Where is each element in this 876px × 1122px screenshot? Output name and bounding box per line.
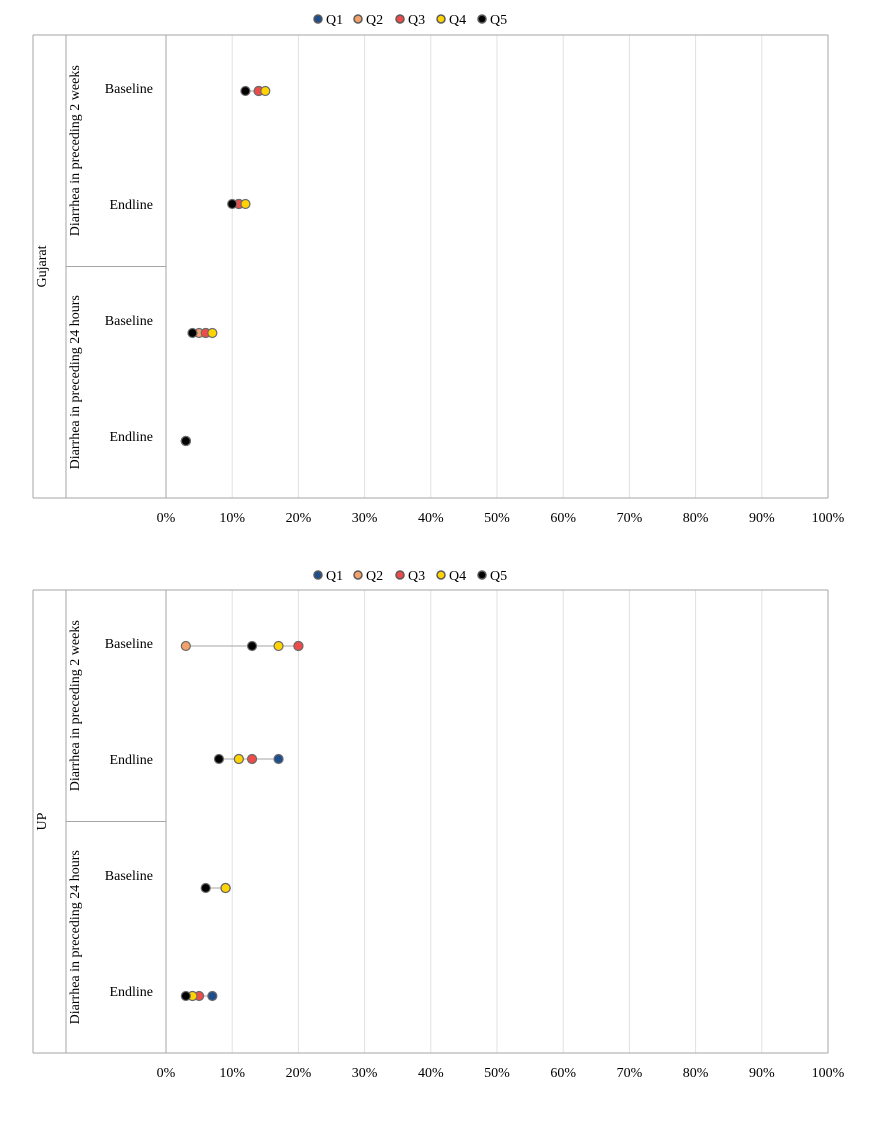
point-q4 (220, 882, 231, 894)
x-tick-label: 20% (286, 511, 312, 526)
point-q4 (240, 198, 251, 210)
x-tick-label: 70% (617, 1066, 643, 1081)
x-tick-label: 30% (352, 1066, 378, 1081)
region-label: Gujarat (35, 245, 50, 287)
x-tick-label: 40% (418, 511, 444, 526)
x-tick-label: 60% (550, 511, 576, 526)
point-q5 (200, 882, 211, 894)
point-q5 (180, 990, 191, 1002)
legend-label-q5: Q5 (490, 13, 507, 28)
legend-marker-q4 (436, 570, 446, 580)
category-label: Baseline (105, 82, 153, 97)
legend-label-q2: Q2 (366, 13, 383, 28)
legend-marker-q1 (313, 14, 323, 24)
legend-marker-q3 (395, 570, 405, 580)
legend-label-q5: Q5 (490, 569, 507, 584)
category-label: Baseline (105, 637, 153, 652)
point-q5 (246, 640, 258, 652)
region-label: UP (35, 812, 50, 830)
legend-marker-q1 (313, 570, 323, 580)
x-tick-label: 20% (286, 1066, 312, 1081)
point-q5 (187, 327, 198, 339)
category-label: Endline (109, 198, 153, 213)
x-tick-label: 0% (157, 511, 176, 526)
point-q4 (233, 753, 244, 765)
point-q5 (180, 435, 191, 447)
legend-label-q4: Q4 (449, 569, 466, 584)
point-q1 (273, 753, 284, 765)
x-tick-label: 70% (617, 511, 643, 526)
legend-label-q1: Q1 (326, 13, 343, 28)
group-label: Diarrhea in preceding 2 weeks (68, 620, 83, 791)
point-q4 (207, 327, 218, 339)
x-tick-label: 10% (219, 1066, 245, 1081)
x-tick-label: 100% (812, 1066, 845, 1081)
x-tick-label: 30% (352, 511, 378, 526)
legend-marker-q5 (477, 570, 487, 580)
x-tick-label: 50% (484, 511, 510, 526)
point-q5 (213, 753, 225, 765)
legend-marker-q2 (353, 14, 363, 24)
x-tick-label: 60% (550, 1066, 576, 1081)
category-label: Baseline (105, 314, 153, 329)
point-q2 (180, 640, 191, 652)
legend-marker-q2 (353, 570, 363, 580)
legend-label-q3: Q3 (408, 13, 425, 28)
x-tick-label: 90% (749, 1066, 775, 1081)
x-tick-label: 0% (157, 1066, 176, 1081)
x-tick-label: 80% (683, 1066, 709, 1081)
x-tick-label: 100% (812, 511, 845, 526)
legend-label-q4: Q4 (449, 13, 466, 28)
legend-label-q1: Q1 (326, 569, 343, 584)
category-label: Baseline (105, 869, 153, 884)
point-q5 (240, 85, 251, 97)
x-tick-label: 10% (219, 511, 245, 526)
x-tick-label: 40% (418, 1066, 444, 1081)
point-q1 (207, 990, 218, 1002)
legend-marker-q3 (395, 14, 405, 24)
point-q3 (293, 640, 304, 652)
legend-label-q2: Q2 (366, 569, 383, 584)
group-label: Diarrhea in preceding 24 hours (68, 850, 83, 1024)
group-label: Diarrhea in preceding 24 hours (68, 295, 83, 469)
legend-marker-q4 (436, 14, 446, 24)
point-q4 (260, 85, 271, 97)
point-q5 (227, 198, 238, 210)
x-tick-label: 90% (749, 511, 775, 526)
category-label: Endline (109, 985, 153, 1000)
category-label: Endline (109, 430, 153, 445)
x-tick-label: 50% (484, 1066, 510, 1081)
point-q3 (246, 753, 258, 765)
category-label: Endline (109, 753, 153, 768)
group-label: Diarrhea in preceding 2 weeks (68, 65, 83, 236)
point-q4 (273, 640, 284, 652)
legend-marker-q5 (477, 14, 487, 24)
legend-label-q3: Q3 (408, 569, 425, 584)
x-tick-label: 80% (683, 511, 709, 526)
